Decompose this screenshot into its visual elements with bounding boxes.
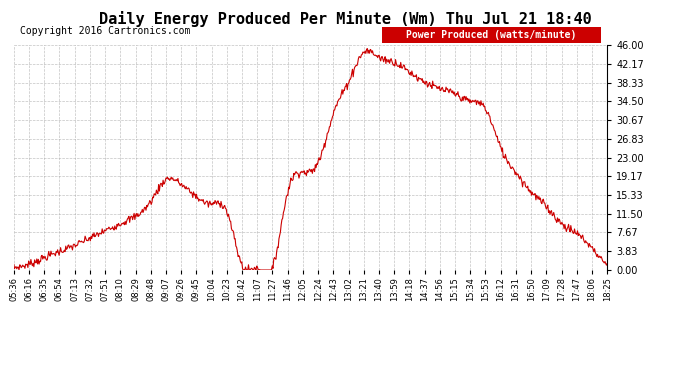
- Text: Daily Energy Produced Per Minute (Wm) Thu Jul 21 18:40: Daily Energy Produced Per Minute (Wm) Th…: [99, 11, 591, 27]
- Text: Copyright 2016 Cartronics.com: Copyright 2016 Cartronics.com: [20, 26, 190, 36]
